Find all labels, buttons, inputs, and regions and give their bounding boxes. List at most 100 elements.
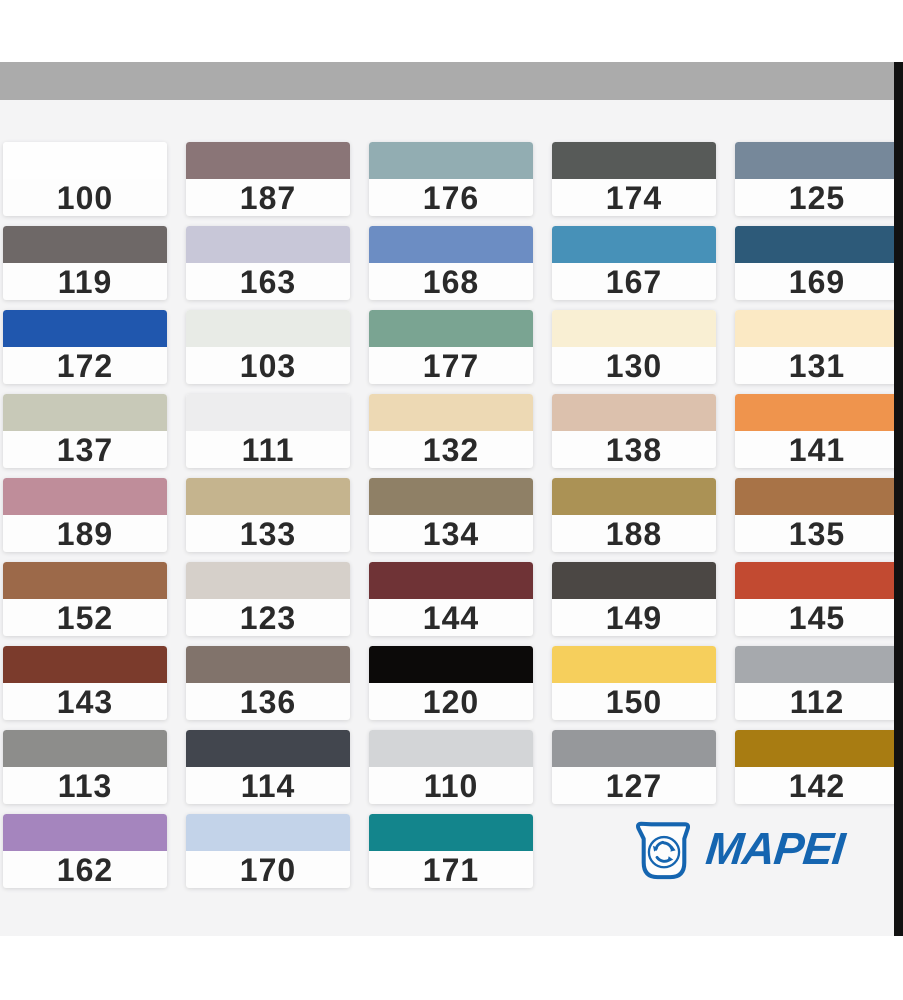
swatch-card: 150 — [552, 646, 716, 720]
swatch-color-bar — [552, 478, 716, 515]
swatch-card: 189 — [3, 478, 167, 552]
swatch-card: 130 — [552, 310, 716, 384]
swatch-color-bar — [3, 562, 167, 599]
swatch-card: 167 — [552, 226, 716, 300]
swatch-grid: 100 187 176 174 125 119 163 168 167 169 — [3, 142, 894, 888]
swatch-code: 137 — [56, 431, 114, 468]
swatch-color-bar — [369, 562, 533, 599]
swatch-color-bar — [186, 478, 350, 515]
swatch-card: 123 — [186, 562, 350, 636]
swatch-color-bar — [369, 646, 533, 683]
swatch-code: 167 — [605, 263, 663, 300]
swatch-code: 112 — [789, 683, 845, 720]
header-gray-bar — [0, 62, 894, 100]
swatch-color-bar — [735, 562, 894, 599]
swatch-code: 149 — [605, 599, 663, 636]
swatch-color-bar — [3, 310, 167, 347]
swatch-card: 188 — [552, 478, 716, 552]
swatch-color-bar — [552, 142, 716, 179]
swatch-color-bar — [3, 142, 167, 179]
swatch-code: 145 — [788, 599, 846, 636]
swatch-card: 168 — [369, 226, 533, 300]
swatch-code: 136 — [239, 683, 297, 720]
swatch-color-bar — [3, 478, 167, 515]
swatch-code: 120 — [422, 683, 480, 720]
swatch-code: 141 — [788, 431, 846, 468]
swatch-card: 136 — [186, 646, 350, 720]
swatch-card: 103 — [186, 310, 350, 384]
swatch-code: 188 — [605, 515, 663, 552]
swatch-color-bar — [369, 310, 533, 347]
swatch-color-bar — [735, 478, 894, 515]
swatch-color-bar — [735, 310, 894, 347]
swatch-card: 114 — [186, 730, 350, 804]
swatch-card: 125 — [735, 142, 894, 216]
swatch-code: 163 — [239, 263, 297, 300]
swatch-color-bar — [3, 394, 167, 431]
swatch-code: 103 — [239, 347, 297, 384]
swatch-code: 132 — [422, 431, 480, 468]
swatch-code: 134 — [422, 515, 480, 552]
color-chart: 100 187 176 174 125 119 163 168 167 169 — [0, 100, 894, 936]
swatch-card: 132 — [369, 394, 533, 468]
swatch-color-bar — [552, 394, 716, 431]
swatch-color-bar — [369, 394, 533, 431]
swatch-card: 110 — [369, 730, 533, 804]
swatch-code: 177 — [422, 347, 480, 384]
swatch-card: 131 — [735, 310, 894, 384]
swatch-code: 119 — [57, 263, 113, 300]
swatch-color-bar — [369, 814, 533, 851]
swatch-card: 111 — [186, 394, 350, 468]
swatch-code: 110 — [423, 767, 479, 804]
swatch-card: 120 — [369, 646, 533, 720]
swatch-color-bar — [186, 646, 350, 683]
swatch-code: 130 — [605, 347, 663, 384]
swatch-code: 100 — [56, 179, 114, 216]
swatch-card: 113 — [3, 730, 167, 804]
swatch-code: 169 — [788, 263, 846, 300]
swatch-card: 172 — [3, 310, 167, 384]
swatch-color-bar — [3, 646, 167, 683]
swatch-card: 100 — [3, 142, 167, 216]
swatch-code: 125 — [788, 179, 846, 216]
swatch-card: 187 — [186, 142, 350, 216]
swatch-color-bar — [552, 730, 716, 767]
brand-name: MAPEI — [703, 822, 847, 874]
swatch-color-bar — [369, 226, 533, 263]
swatch-code: 127 — [605, 767, 663, 804]
swatch-card: 177 — [369, 310, 533, 384]
swatch-card: 174 — [552, 142, 716, 216]
swatch-code: 142 — [788, 767, 846, 804]
swatch-card: 171 — [369, 814, 533, 888]
bottom-margin — [0, 936, 903, 1000]
swatch-code: 143 — [56, 683, 114, 720]
swatch-card: 149 — [552, 562, 716, 636]
swatch-card: 145 — [735, 562, 894, 636]
swatch-color-bar — [369, 478, 533, 515]
swatch-card: 112 — [735, 646, 894, 720]
swatch-code: 113 — [57, 767, 113, 804]
swatch-color-bar — [186, 310, 350, 347]
mapei-flask-swirl-icon — [636, 821, 691, 880]
swatch-card: 134 — [369, 478, 533, 552]
right-edge-stripe — [894, 62, 903, 936]
swatch-color-bar — [186, 142, 350, 179]
swatch-color-bar — [186, 562, 350, 599]
swatch-color-bar — [735, 142, 894, 179]
swatch-code: 135 — [788, 515, 846, 552]
brand-logo: MAPEI — [552, 814, 894, 888]
swatch-code: 174 — [605, 179, 663, 216]
swatch-card: 170 — [186, 814, 350, 888]
swatch-code: 123 — [239, 599, 297, 636]
swatch-card: 142 — [735, 730, 894, 804]
swatch-color-bar — [552, 310, 716, 347]
swatch-code: 152 — [56, 599, 114, 636]
swatch-color-bar — [3, 730, 167, 767]
swatch-color-bar — [552, 226, 716, 263]
swatch-card: 152 — [3, 562, 167, 636]
swatch-code: 172 — [56, 347, 114, 384]
swatch-code: 187 — [239, 179, 297, 216]
swatch-card: 176 — [369, 142, 533, 216]
swatch-color-bar — [552, 646, 716, 683]
swatch-card: 144 — [369, 562, 533, 636]
